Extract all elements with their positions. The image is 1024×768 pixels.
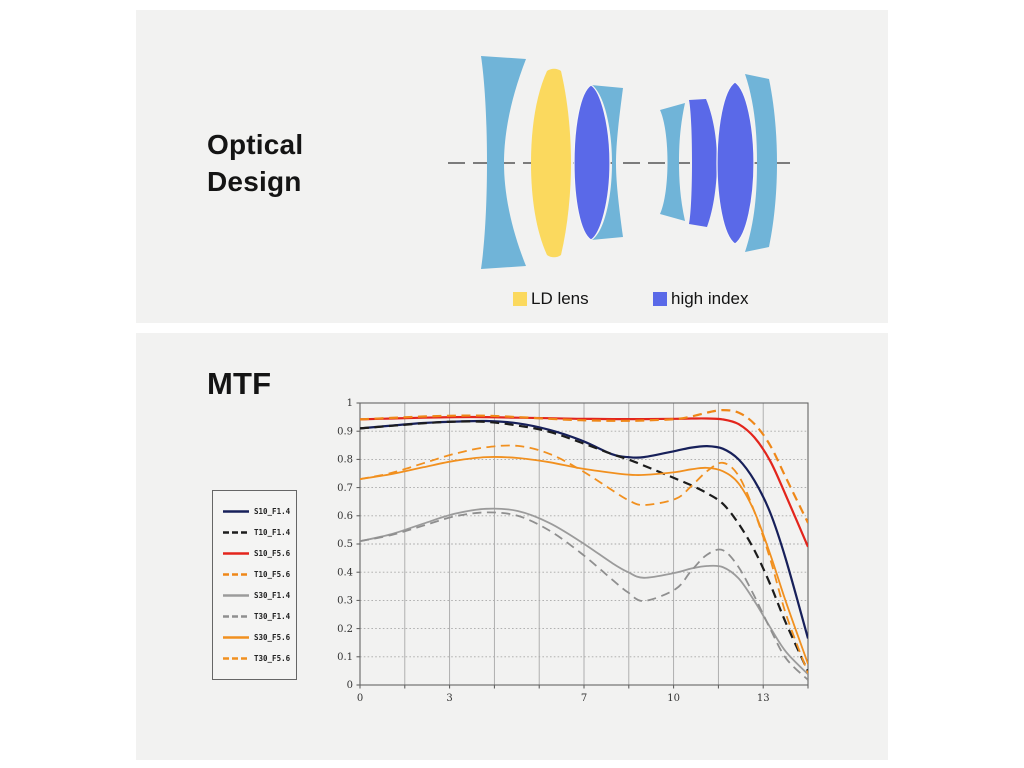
legend-line-icon (223, 531, 249, 534)
series-curves (360, 408, 808, 681)
legend-line-icon (223, 573, 249, 576)
mtf-legend-item: T30_F1.4 (222, 612, 296, 621)
series-T30_F5.6 (360, 444, 808, 674)
lens-legend-ld: LD lens (513, 289, 589, 309)
y-axis-label: 1 (347, 398, 353, 409)
lens-diagram (448, 56, 792, 269)
optical-title-line1: Optical (207, 129, 304, 160)
axis-ticks (356, 402, 809, 689)
legend-line-icon (223, 615, 249, 618)
legend-label: S30_F5.6 (254, 633, 291, 642)
y-axis-label: 0.3 (337, 596, 353, 607)
series-T30_F1.4 (360, 511, 808, 681)
series-T10_F5.6 (360, 408, 808, 524)
optical-title-line2: Design (207, 166, 302, 197)
mtf-legend-item: S30_F5.6 (222, 633, 296, 642)
legend-label: S30_F1.4 (254, 591, 291, 600)
lens-element-6-high-index-meniscus (689, 99, 717, 227)
y-axis-label: 0.1 (337, 652, 353, 663)
series-S10_F1.4 (360, 419, 808, 639)
legend-label: T10_F5.6 (254, 570, 291, 579)
x-axis-label: 10 (667, 693, 680, 704)
legend-label: T30_F1.4 (254, 612, 291, 621)
ld-lens-label: LD lens (531, 289, 589, 308)
x-axis-labels: 0 3 7 10 13 (357, 693, 770, 704)
y-axis-label: 0.2 (337, 624, 353, 635)
legend-label: S10_F5.6 (254, 549, 291, 558)
optical-design-title: Optical Design (207, 126, 303, 200)
mtf-legend-item: T30_F5.6 (222, 654, 296, 663)
x-axis-label: 13 (757, 693, 770, 704)
optical-design-panel: Optical Design LD lens high index (136, 10, 888, 323)
lens-legend-high-index: high index (653, 289, 749, 309)
mtf-chart: 1 0.9 0.8 0.7 0.6 0.5 0.4 0.3 0.2 0.1 00 3 7 10 13 (337, 398, 809, 704)
high-index-label: high index (671, 289, 749, 308)
plot-border (359, 402, 809, 686)
mtf-legend-item: S10_F5.6 (222, 549, 296, 558)
y-axis-label: 0 (347, 680, 353, 691)
high-index-swatch-icon (653, 292, 667, 306)
legend-line-icon (223, 594, 249, 597)
legend-label: T10_F1.4 (254, 528, 291, 537)
legend-line-icon (223, 552, 249, 555)
legend-label: S10_F1.4 (254, 507, 291, 516)
lens-element-2-ld-biconvex (531, 68, 571, 258)
y-axis-label: 0.7 (337, 483, 353, 494)
series-T10_F1.4 (360, 420, 808, 672)
x-axis-label: 0 (357, 693, 363, 704)
lens-element-5-meniscus (660, 103, 685, 221)
legend-line-icon (223, 657, 249, 660)
x-axis-label: 3 (446, 693, 452, 704)
x-axis-label: 7 (581, 693, 587, 704)
series-S30_F1.4 (360, 507, 808, 675)
y-axis-label: 0.6 (337, 511, 353, 522)
mtf-panel: MTF S10_F1.4 T10_F1.4 S10_F5.6 T10_F5.6 S30_… (136, 333, 888, 760)
lens-element-4-meniscus (591, 85, 623, 240)
ld-lens-swatch-icon (513, 292, 527, 306)
grid-lines (360, 403, 808, 685)
lens-element-3-high-index-biconvex (573, 84, 611, 241)
lens-element-8-meniscus (745, 74, 777, 252)
mtf-legend-item: S10_F1.4 (222, 507, 296, 516)
lens-element-7-high-index-biconvex (716, 81, 755, 245)
series-S10_F5.6 (360, 415, 808, 548)
mtf-chart-legend: S10_F1.4 T10_F1.4 S10_F5.6 T10_F5.6 S30_F1.4… (212, 490, 297, 680)
legend-line-icon (223, 636, 249, 639)
legend-label: T30_F5.6 (254, 654, 291, 663)
y-axis-label: 0.8 (337, 455, 353, 466)
mtf-title: MTF (207, 366, 272, 401)
y-axis-label: 0.5 (337, 539, 353, 550)
y-axis-label: 0.4 (337, 567, 353, 578)
mtf-legend-item: T10_F1.4 (222, 528, 296, 537)
mtf-legend-item: T10_F5.6 (222, 570, 296, 579)
lens-element-1-biconcave (481, 56, 526, 269)
y-axis-labels: 1 0.9 0.8 0.7 0.6 0.5 0.4 0.3 0.2 0.1 0 (337, 398, 353, 691)
legend-line-icon (223, 510, 249, 513)
y-axis-label: 0.9 (337, 426, 353, 437)
mtf-legend-item: S30_F1.4 (222, 591, 296, 600)
